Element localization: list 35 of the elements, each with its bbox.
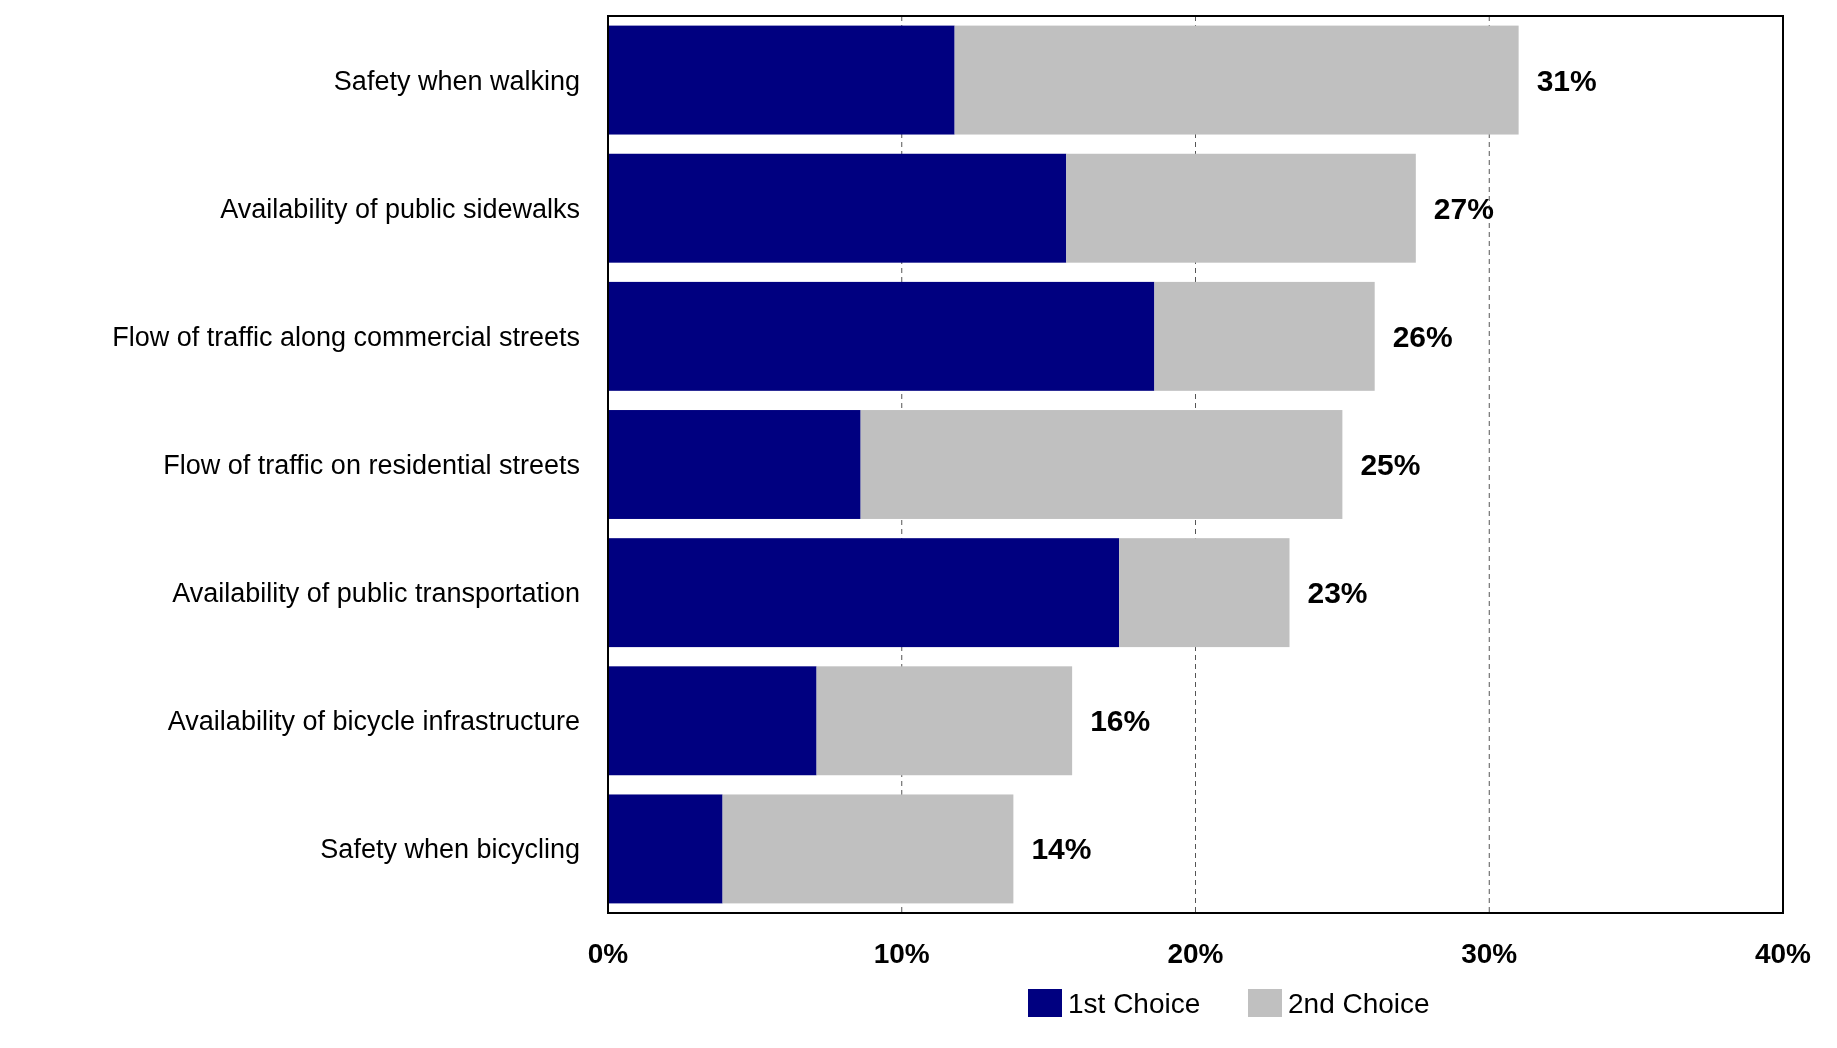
x-tick-label: 10% — [873, 938, 930, 969]
y-tick-label: Safety when walking — [333, 65, 580, 96]
bar — [816, 666, 1073, 776]
x-tick-label: 20% — [1167, 938, 1224, 969]
total-label: 25% — [1360, 448, 1421, 481]
bar — [608, 153, 1067, 263]
y-tick-label: Flow of traffic on residential streets — [163, 449, 580, 480]
total-label: 26% — [1392, 319, 1453, 353]
bar — [608, 281, 1155, 391]
bar — [608, 410, 861, 519]
bar — [1154, 281, 1375, 391]
bar — [608, 666, 817, 776]
legend-label: 1st Choice — [1068, 988, 1201, 1019]
y-tick-label: Safety when bicycling — [320, 834, 580, 865]
bar — [954, 25, 1519, 135]
total-label: 14% — [1031, 832, 1092, 866]
x-tick-label: 30% — [1461, 938, 1518, 969]
total-label: 27% — [1433, 191, 1494, 225]
x-tick-label: 40% — [1754, 938, 1812, 969]
y-tick-label: Availability of public sidewalks — [220, 193, 580, 224]
bar — [1066, 153, 1416, 263]
bar — [608, 25, 955, 135]
x-tick-label: 0% — [587, 938, 629, 969]
y-tick-label: Flow of traffic along commercial streets — [112, 321, 580, 352]
y-tick-label: Availability of bicycle infrastructure — [167, 706, 580, 737]
bar — [608, 794, 723, 904]
total-label: 31% — [1536, 63, 1597, 97]
total-label: 23% — [1307, 576, 1368, 610]
bar — [608, 538, 1120, 648]
bar — [860, 410, 1343, 519]
bar — [1119, 538, 1290, 648]
bar — [722, 794, 1014, 904]
y-tick-label: Availability of public transportation — [172, 578, 580, 609]
total-label: 16% — [1090, 704, 1151, 738]
legend-label: 2nd Choice — [1288, 988, 1430, 1019]
